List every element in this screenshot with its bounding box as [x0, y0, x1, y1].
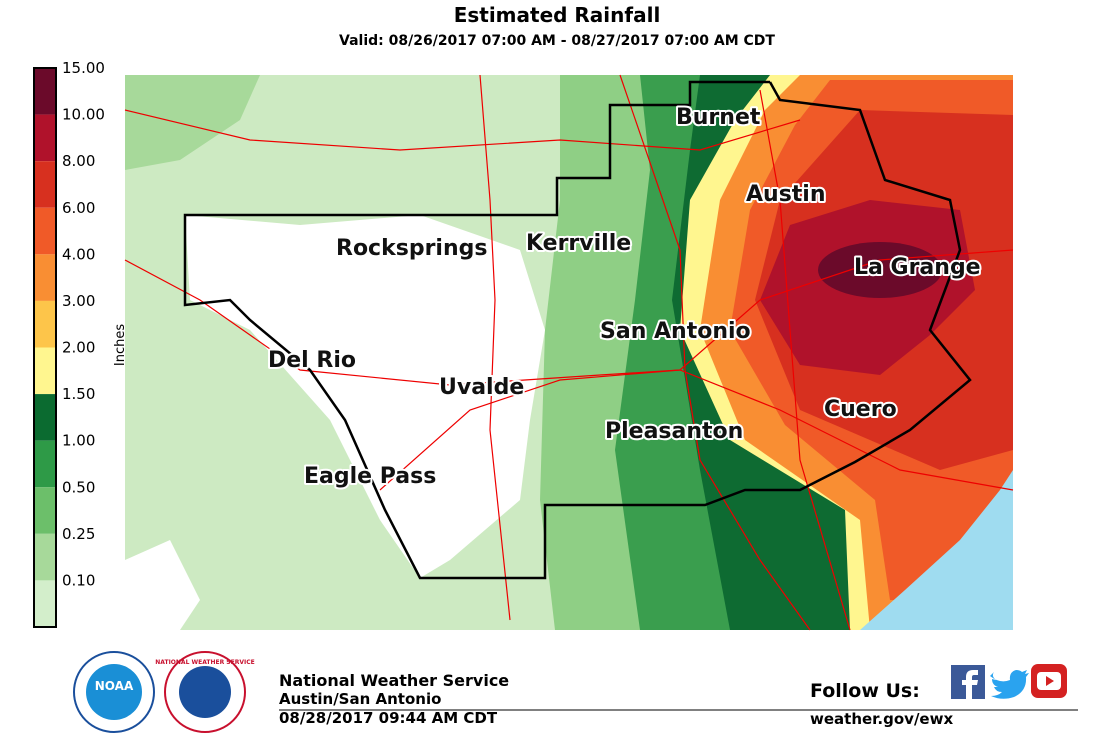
- gulf: [860, 470, 1013, 630]
- legend-swatch: [34, 533, 56, 581]
- roads: [124, 74, 1014, 631]
- legend-label: 8.00: [62, 152, 95, 170]
- legend-swatch: [34, 254, 56, 301]
- dry-area: [185, 215, 545, 578]
- legend-label: 10.00: [62, 106, 105, 124]
- legend-label: 6.00: [62, 199, 95, 217]
- cwa-boundary: [183, 80, 972, 580]
- legend-swatch: [34, 68, 56, 115]
- legend-swatch: [34, 207, 56, 255]
- legend-frame: [33, 67, 57, 628]
- facebook-glyph: [962, 670, 978, 699]
- place-label: La Grange: [854, 255, 981, 280]
- nws-logo: NATIONAL WEATHER SERVICE: [155, 651, 255, 733]
- legend-label: 0.50: [62, 478, 95, 496]
- place-label: Austin: [746, 182, 826, 207]
- legend-swatch: [34, 114, 56, 162]
- legend-label: 0.25: [62, 525, 95, 543]
- title: Estimated Rainfall: [454, 3, 661, 27]
- legend-swatch: [34, 394, 56, 441]
- follow: Follow Us:: [810, 680, 920, 702]
- place-label: Kerrville: [526, 231, 631, 256]
- places: Burnet Austin La Grange Rocksprings Kerr…: [266, 103, 983, 491]
- legend-swatch: [34, 347, 56, 395]
- office: National Weather Service: [279, 671, 509, 690]
- place-label: Eagle Pass: [304, 464, 436, 489]
- dry-area: [125, 540, 200, 630]
- legend: 15.00 10.00 8.00 6.00 4.00 3.00 2.00 1.50 1.00 0.…: [33, 59, 105, 628]
- legend-label: 4.00: [62, 245, 95, 263]
- place-label: Del Rio: [268, 348, 356, 373]
- legend-swatch: [34, 487, 56, 534]
- twitter-icon[interactable]: [990, 670, 1029, 699]
- legend-label: 1.00: [62, 432, 95, 450]
- office: 08/28/2017 09:44 AM CDT: [279, 709, 498, 727]
- rain-area: [818, 242, 942, 298]
- place-label: Pleasanton: [605, 419, 743, 444]
- map: [124, 74, 1014, 631]
- legend-label: 3.00: [62, 292, 95, 310]
- legend-label: 1.50: [62, 385, 95, 403]
- legend-swatch: [34, 300, 56, 348]
- place-label: Rocksprings: [336, 236, 487, 261]
- subtitle: Valid: 08/26/2017 07:00 AM - 08/27/2017 …: [339, 33, 775, 49]
- place-label: Burnet: [676, 105, 761, 130]
- logo-text: NOAA: [95, 679, 134, 693]
- office: Austin/San Antonio: [279, 690, 441, 708]
- youtube-play: [1046, 676, 1054, 686]
- rain-area: [125, 75, 260, 170]
- noaa-logo: NOAA: [73, 651, 155, 733]
- place-label: Cuero: [824, 397, 897, 422]
- legend-swatch: [34, 161, 56, 208]
- logo-text: NATIONAL WEATHER SERVICE: [155, 659, 254, 666]
- place-label: Uvalde: [439, 375, 524, 400]
- place-label: San Antonio: [600, 319, 751, 344]
- legend-unit: Inches: [113, 324, 128, 366]
- legend-label: 15.00: [62, 59, 105, 77]
- url[interactable]: weather.gov/ewx: [810, 710, 953, 728]
- legend-label: 2.00: [62, 339, 95, 357]
- legend-swatch: [34, 440, 56, 488]
- legend-label: 0.10: [62, 571, 95, 589]
- legend-swatch: [34, 580, 56, 627]
